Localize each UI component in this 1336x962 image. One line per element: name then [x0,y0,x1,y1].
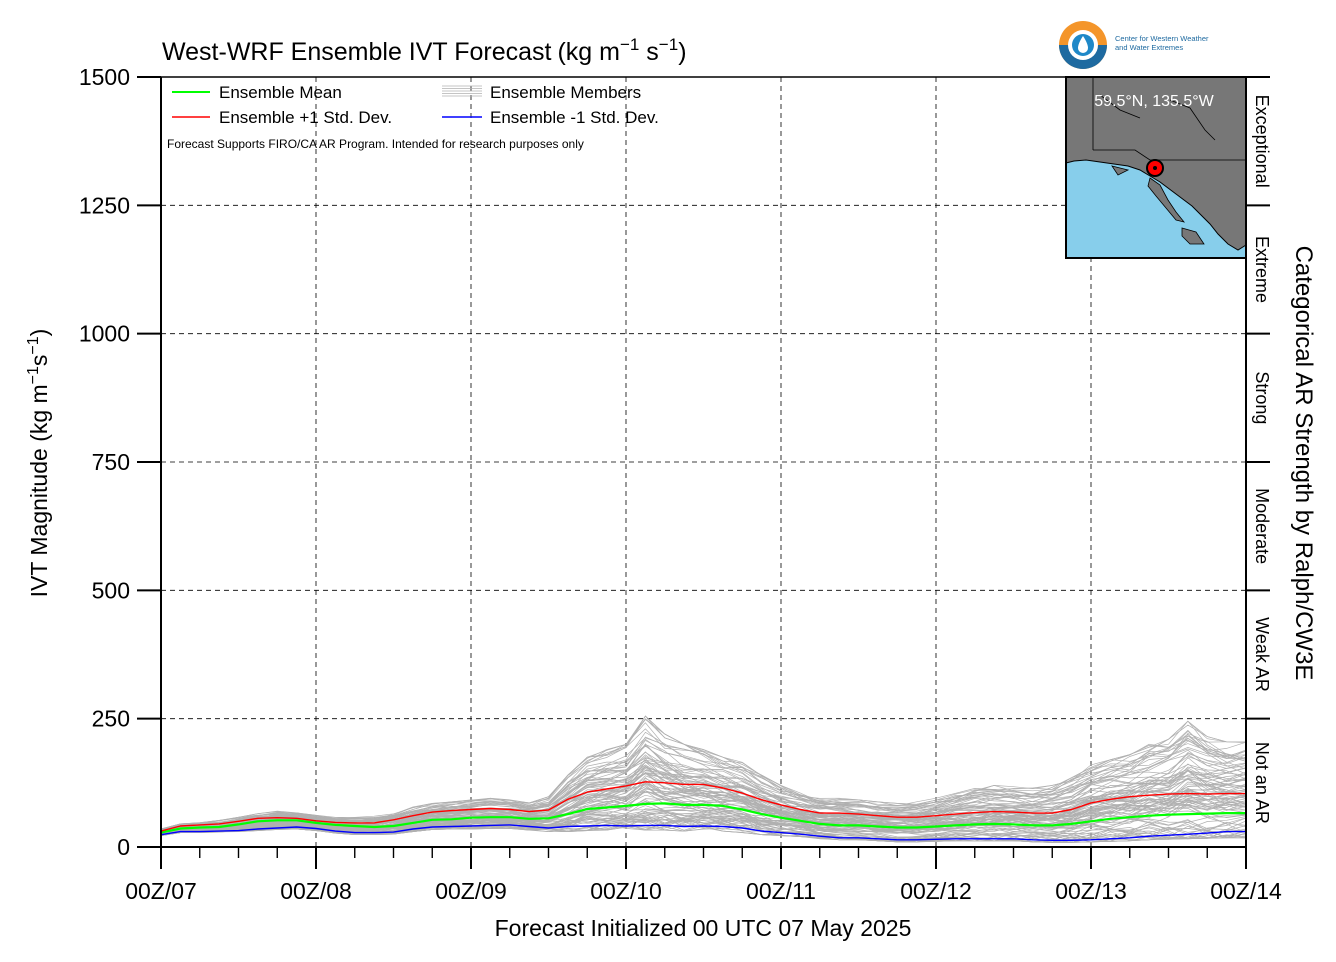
x-tick-label: 00Z/09 [435,878,507,904]
legend-label-members: Ensemble Members [490,83,641,102]
category-label: Moderate [1252,488,1272,564]
member-line [160,722,1247,830]
inset-map-frame [1065,76,1247,259]
legend: Ensemble Mean Ensemble +1 Std. Dev. Ense… [167,83,659,151]
y-tick-label: 0 [117,834,130,860]
water-drop-icon [1078,36,1088,53]
x-tick-label: 00Z/07 [125,878,197,904]
member-line [160,770,1247,831]
disclaimer-note: Forecast Supports FIRO/CA AR Program. In… [167,137,584,151]
member-line [160,790,1247,836]
inset-map-border [1092,77,1246,161]
member-line [160,811,1247,840]
member-line [160,793,1247,833]
legend-swatch-members [442,85,482,97]
x-axis-label: Forecast Initialized 00 UTC 07 May 2025 [495,915,912,941]
y-tick-label: 1250 [79,192,130,218]
logo-text-line1: Center for Western Weather [1115,34,1209,43]
member-line [160,720,1246,832]
x-tick-label: 00Z/13 [1055,878,1127,904]
series-line-minus-std [160,824,1246,841]
ar-strength-axis-label: Categorical AR Strength by Ralph/CW3E [1290,246,1317,681]
category-label: Exceptional [1252,95,1272,188]
category-label: Weak AR [1252,617,1272,692]
chart-title: West-WRF Ensemble IVT Forecast (kg m−1 s−… [162,35,687,66]
legend-label-mean: Ensemble Mean [219,83,342,102]
member-line [160,754,1247,830]
logo-text-line2: and Water Extremes [1115,43,1183,52]
y-tick-label: 250 [92,706,130,732]
member-line [160,724,1247,832]
x-tick-label: 00Z/14 [1210,878,1282,904]
legend-label-minus-std: Ensemble -1 Std. Dev. [490,108,659,127]
y-tick-label: 750 [92,449,130,475]
inset-map-islands [1111,165,1205,245]
member-line [160,720,1247,831]
series-line-mean [160,802,1246,834]
category-label: Extreme [1252,236,1272,303]
member-line [160,738,1247,831]
axes: 0 250 500 750 1000 1250 1500 00Z/07 00Z/08 00Z/09… [79,64,1282,904]
cw3e-logo: Center for Western Weather and Water Ext… [1059,21,1209,69]
x-tick-label: 00Z/11 [746,878,816,904]
x-tick-label: 00Z/08 [280,878,352,904]
member-line [160,813,1247,842]
x-tick-label: 00Z/12 [900,878,972,904]
y-axis-label: IVT Magnitude (kg m−1s−1) [25,329,52,598]
ensemble-series [160,781,1246,841]
category-label: Strong [1252,371,1272,424]
member-line [160,792,1247,835]
y-tick-label: 1500 [79,64,130,90]
inset-map-coordinates: 59.5°N, 135.5°W [1094,93,1214,110]
series-line-plus-std [160,781,1246,832]
location-marker-center [1153,166,1157,170]
category-label: Not an AR [1252,742,1272,824]
inset-map: 59.5°N, 135.5°W [1065,76,1247,259]
legend-label-plus-std: Ensemble +1 Std. Dev. [219,108,392,127]
y-tick-label: 1000 [79,321,130,347]
y-tick-label: 500 [92,577,130,603]
x-tick-label: 00Z/10 [590,878,662,904]
